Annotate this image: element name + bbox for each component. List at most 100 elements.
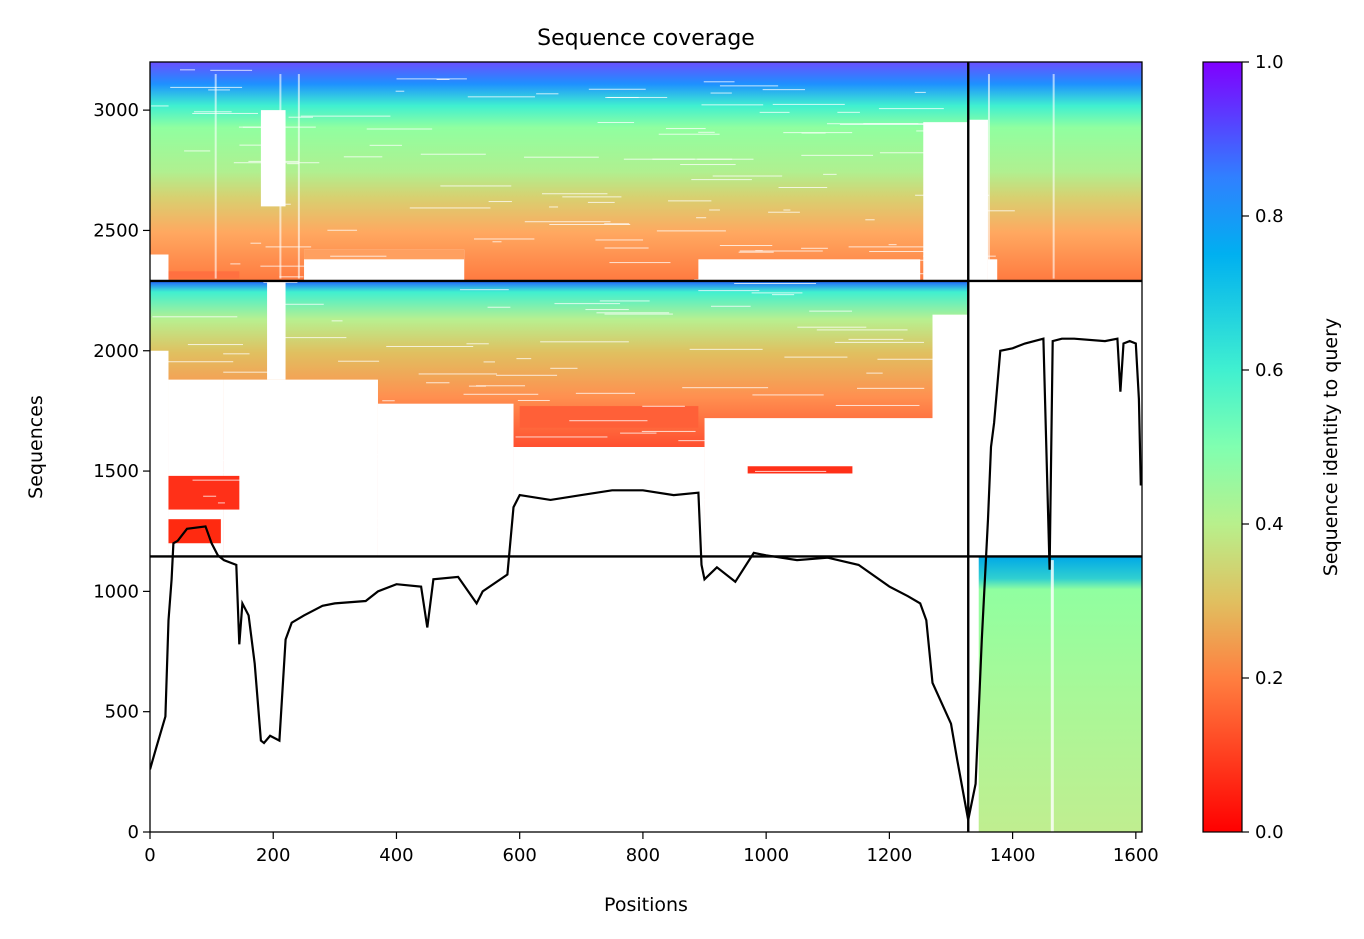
gap-streak bbox=[588, 88, 646, 90]
block-12-identity-gradient bbox=[968, 62, 1142, 281]
gap-streak bbox=[701, 104, 764, 106]
colorbar bbox=[1202, 61, 1243, 833]
gap-streak bbox=[233, 162, 320, 164]
gap-streak bbox=[709, 209, 720, 211]
gap-streak bbox=[283, 337, 347, 339]
chart-title: Sequence coverage bbox=[537, 26, 755, 51]
gap-streak bbox=[258, 537, 272, 539]
gap-streak bbox=[866, 372, 883, 374]
y-axis-label: Sequences bbox=[25, 395, 47, 499]
gap-streak bbox=[179, 69, 196, 71]
gap-streak bbox=[691, 179, 752, 181]
x-tick-label: 200 bbox=[256, 845, 290, 866]
gap-streak bbox=[516, 358, 532, 360]
gap-streak bbox=[797, 326, 867, 328]
gap-streak bbox=[665, 128, 706, 130]
gap-streak bbox=[878, 108, 944, 110]
y-tick-label: 1000 bbox=[93, 581, 139, 602]
gap-streak bbox=[436, 78, 450, 80]
coverage-gap bbox=[932, 314, 969, 557]
coverage-gap bbox=[377, 403, 514, 557]
gap-streak bbox=[173, 458, 221, 460]
gap-streak bbox=[947, 517, 974, 519]
gap-streak bbox=[765, 533, 799, 535]
gap-streak bbox=[597, 122, 635, 124]
x-tick-label: 1000 bbox=[743, 845, 789, 866]
gap-streak bbox=[380, 512, 422, 514]
gap-streak bbox=[823, 173, 837, 175]
y-tick-label: 2000 bbox=[93, 341, 139, 362]
gap-streak bbox=[459, 289, 509, 291]
orange-strip bbox=[304, 249, 465, 260]
gap-streak bbox=[242, 126, 276, 128]
gap-streak bbox=[848, 338, 904, 340]
gap-streak bbox=[879, 152, 953, 154]
gap-streak bbox=[604, 313, 673, 315]
gap-streak bbox=[698, 131, 715, 133]
block-11-identity-gradient bbox=[150, 62, 969, 281]
gap-streak bbox=[467, 96, 536, 98]
gap-streak bbox=[496, 374, 558, 376]
gap-streak bbox=[865, 219, 875, 221]
gap-streak bbox=[759, 111, 790, 113]
coverage-gap bbox=[987, 259, 998, 281]
gap-streak bbox=[656, 230, 726, 232]
coverage-gap bbox=[968, 556, 979, 832]
x-tick-label: 1400 bbox=[990, 845, 1036, 866]
gap-streak bbox=[801, 132, 826, 134]
gap-streak bbox=[343, 458, 389, 460]
gap-streak bbox=[366, 128, 433, 130]
coverage-gap bbox=[150, 350, 169, 557]
gap-streak bbox=[338, 360, 380, 362]
gap-streak bbox=[230, 263, 241, 265]
gap-streak bbox=[549, 224, 631, 226]
gap-streak bbox=[711, 305, 751, 307]
y-tick-label: 500 bbox=[105, 702, 139, 723]
gap-streak bbox=[758, 486, 792, 488]
gap-streak bbox=[835, 404, 920, 406]
gap-column bbox=[214, 74, 217, 279]
gap-streak bbox=[712, 175, 783, 177]
gap-streak bbox=[312, 495, 357, 497]
gap-streak bbox=[678, 440, 722, 442]
gap-streak bbox=[856, 439, 883, 441]
gap-streak bbox=[417, 497, 478, 499]
gap-streak bbox=[652, 158, 733, 160]
gap-streak bbox=[732, 434, 816, 436]
gap-streak bbox=[187, 344, 243, 346]
gap-streak bbox=[153, 401, 161, 403]
gap-streak bbox=[331, 320, 343, 322]
gap-streak bbox=[208, 89, 230, 91]
gap-streak bbox=[418, 373, 498, 375]
gap-streak bbox=[891, 480, 942, 482]
gap-streak bbox=[694, 279, 724, 281]
gap-streak bbox=[869, 250, 957, 252]
chain-boundaries bbox=[150, 62, 1142, 832]
gap-streak bbox=[575, 392, 635, 394]
gap-streak bbox=[340, 454, 416, 456]
gap-streak bbox=[916, 130, 947, 132]
gap-streak bbox=[801, 247, 828, 249]
colorbar-ticks: 0.0 0.2 0.4 0.6 0.8 1.0 bbox=[1242, 52, 1284, 843]
gap-streak bbox=[463, 393, 539, 395]
y-tick-label: 2500 bbox=[93, 220, 139, 241]
gap-streak bbox=[895, 478, 988, 480]
gap-streak bbox=[696, 217, 707, 219]
gap-streak bbox=[536, 93, 559, 95]
gap-column bbox=[987, 74, 990, 279]
gap-streak bbox=[224, 533, 286, 535]
gap-streak bbox=[441, 416, 485, 418]
gap-streak bbox=[395, 90, 405, 92]
gap-streak bbox=[151, 105, 169, 107]
gap-streak bbox=[328, 432, 389, 434]
gap-streak bbox=[604, 223, 630, 225]
gap-streak bbox=[836, 433, 914, 435]
gap-streak bbox=[272, 392, 305, 394]
gap-streak bbox=[819, 554, 901, 556]
gap-streak bbox=[585, 309, 629, 311]
gap-streak bbox=[644, 554, 671, 556]
gap-streak bbox=[389, 542, 443, 544]
gap-streak bbox=[300, 115, 391, 117]
orange-strip bbox=[168, 271, 240, 279]
gap-streak bbox=[641, 430, 696, 432]
